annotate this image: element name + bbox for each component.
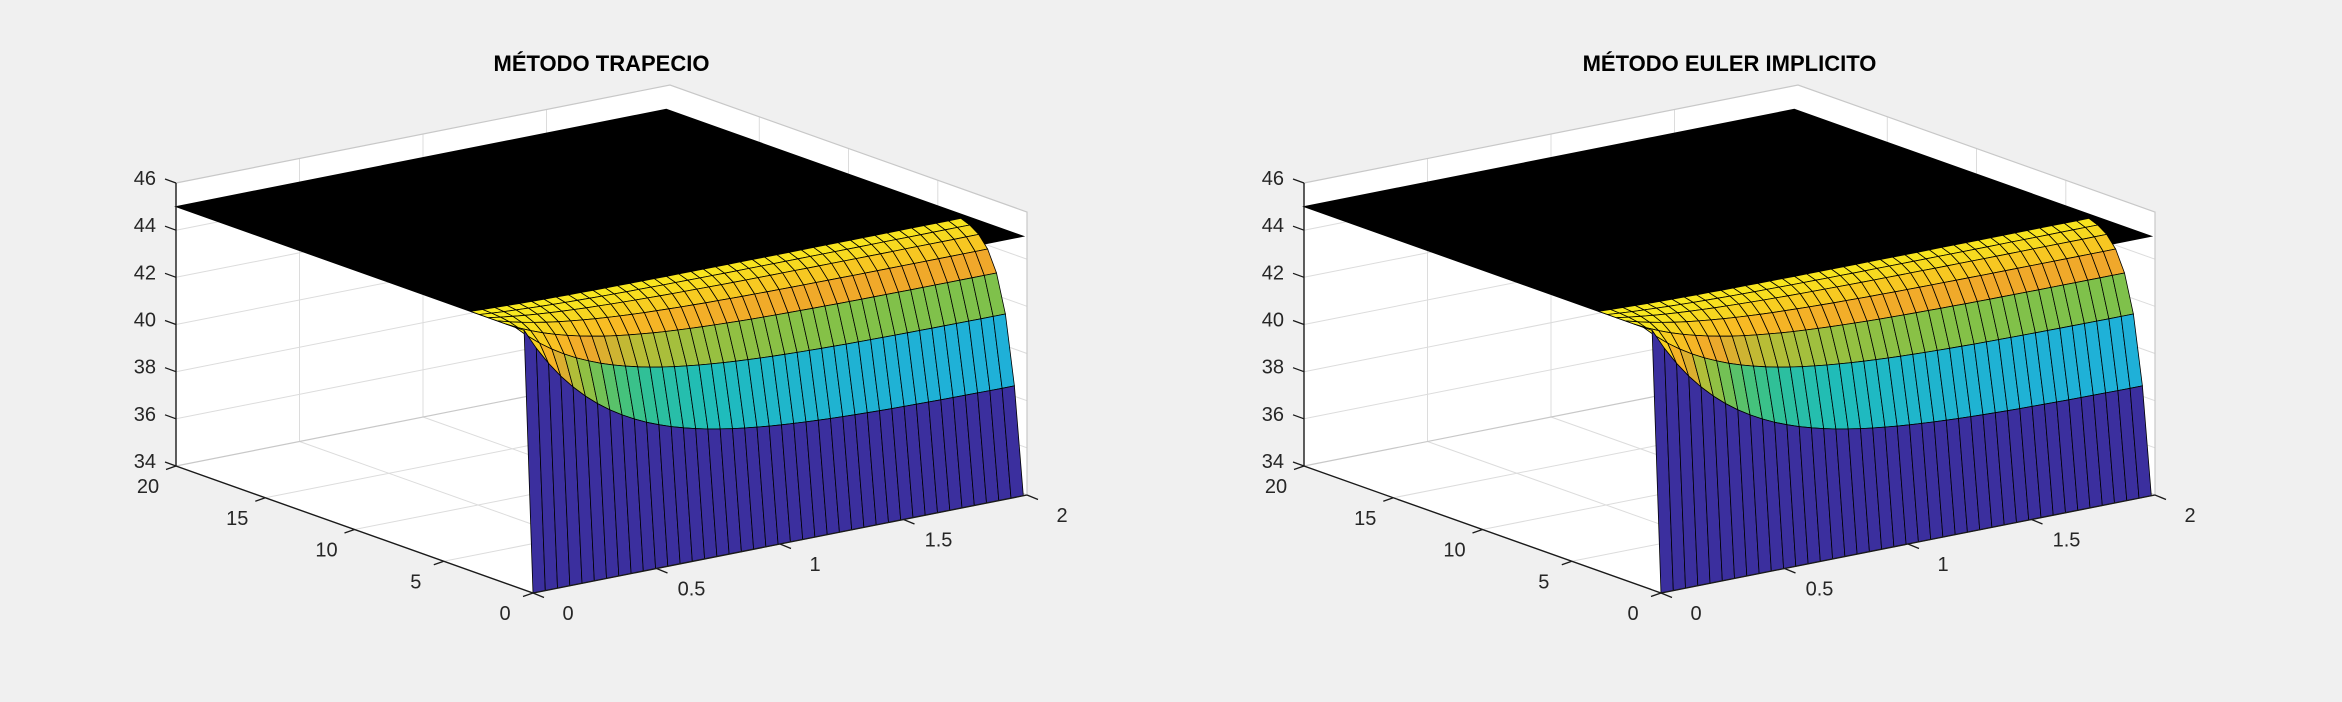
tick-label: 42	[134, 262, 156, 284]
surface-row-band	[1607, 224, 2108, 319]
tick-label: 1.5	[925, 530, 953, 552]
surface-row-band	[1634, 272, 2134, 368]
tick-label: 46	[134, 168, 156, 190]
surface-axes-1: 34 36 38 40 42 44 46 0 5 10 15 20 0 0.5 1 1.5 2	[1262, 84, 2196, 625]
tick-label: 10	[1443, 540, 1465, 562]
tick-label: 2	[2184, 505, 2195, 527]
tick-labels: 34 36 38 40 42 44 46 0 5 10 15 20 0 0.5 1 1.5 2	[1262, 168, 2196, 625]
surface-row-band	[1616, 233, 2117, 323]
tick-label: 40	[134, 310, 156, 332]
tick-label: 0	[562, 603, 573, 625]
surface-row-band	[470, 217, 971, 315]
surface-row-band	[514, 313, 1015, 430]
tick-label: 0.5	[1806, 579, 1834, 601]
surface-row-band	[1642, 313, 2143, 430]
tick-label: 5	[1538, 571, 1549, 593]
tick-label: 2	[1056, 505, 1067, 527]
surface-row-band	[523, 329, 1024, 594]
tick-label: 42	[1262, 262, 1284, 284]
tick-marks	[1292, 178, 2167, 599]
tick-label: 15	[226, 508, 248, 530]
tick-marks	[164, 178, 1039, 599]
tick-label: 20	[1265, 476, 1287, 498]
tick-label: 38	[134, 357, 156, 379]
tick-label: 38	[1262, 357, 1284, 379]
tick-label: 40	[1262, 310, 1284, 332]
tick-label: 10	[315, 540, 337, 562]
tick-labels: 34 36 38 40 42 44 46 0 5 10 15 20 0 0.5 1 1.5 2	[134, 168, 1068, 625]
tick-label: 1	[1937, 554, 1948, 576]
tick-label: 44	[1262, 215, 1284, 237]
tick-label: 0	[1627, 603, 1638, 625]
tick-label: 46	[1262, 168, 1284, 190]
tick-label: 36	[134, 404, 156, 426]
surface-mesh	[1302, 108, 2154, 594]
tick-label: 20	[137, 476, 159, 498]
plot-title-euler-implicito: MÉTODO EULER IMPLICITO	[1582, 51, 1877, 76]
tick-label: 34	[134, 451, 156, 473]
tick-label: 5	[410, 571, 421, 593]
tick-label: 34	[1262, 451, 1284, 473]
tick-label: 44	[134, 215, 156, 237]
surface-mesh	[174, 108, 1026, 594]
tick-label: 15	[1354, 508, 1376, 530]
surface-row-band	[488, 233, 989, 323]
tick-label: 36	[1262, 404, 1284, 426]
plot-title-trapecio: MÉTODO TRAPECIO	[493, 51, 710, 76]
surface-axes-0: 34 36 38 40 42 44 46 0 5 10 15 20 0 0.5 1 1.5 2	[134, 84, 1068, 625]
surface-row-band	[1651, 329, 2152, 594]
tick-label: 1.5	[2053, 530, 2081, 552]
tick-label: 0	[499, 603, 510, 625]
surface-row-band	[1625, 248, 2126, 337]
tick-label: 0	[1690, 603, 1701, 625]
tick-label: 0.5	[678, 579, 706, 601]
tick-label: 1	[809, 554, 820, 576]
